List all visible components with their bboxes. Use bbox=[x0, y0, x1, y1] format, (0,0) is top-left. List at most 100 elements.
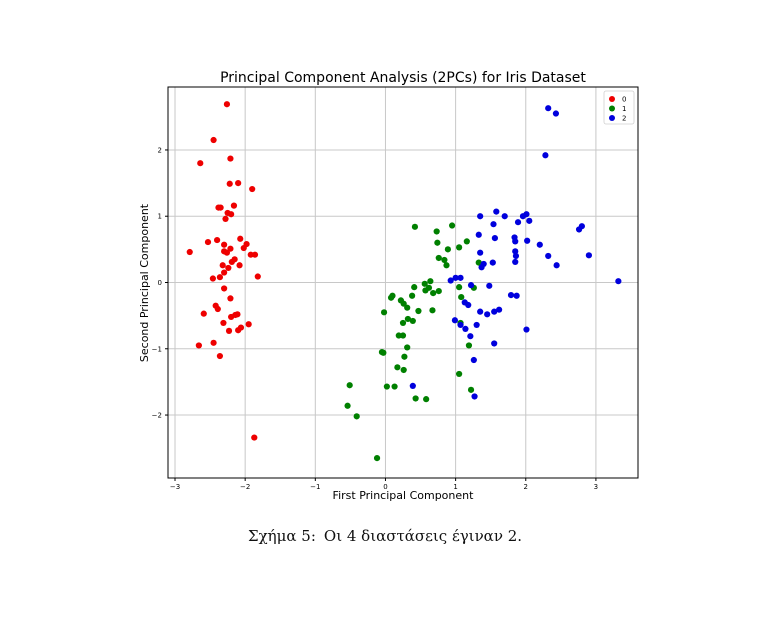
data-point-class-2 bbox=[477, 213, 484, 220]
x-tick-label: 2 bbox=[524, 483, 528, 491]
data-point-class-1 bbox=[465, 342, 473, 349]
caption-label: Σχήμα 5: bbox=[247, 527, 316, 545]
data-point-class-1 bbox=[380, 309, 388, 316]
data-point-class-2 bbox=[542, 152, 549, 159]
legend-marker bbox=[609, 115, 615, 121]
data-point-class-2 bbox=[496, 306, 503, 313]
legend-marker bbox=[609, 105, 615, 112]
data-point-class-1 bbox=[456, 370, 463, 378]
data-point-class-1 bbox=[444, 246, 451, 253]
data-point-class-2 bbox=[578, 223, 585, 230]
data-point-class-2 bbox=[501, 213, 508, 220]
data-point-class-0 bbox=[221, 241, 228, 248]
data-point-class-0 bbox=[220, 319, 227, 327]
data-point-class-0 bbox=[251, 251, 259, 258]
data-point-class-1 bbox=[435, 288, 442, 295]
data-point-class-0 bbox=[225, 327, 233, 334]
data-point-class-1 bbox=[427, 278, 434, 285]
data-point-class-2 bbox=[491, 340, 498, 347]
data-point-class-1 bbox=[353, 413, 360, 420]
data-point-class-1 bbox=[467, 386, 475, 393]
data-point-class-0 bbox=[222, 215, 229, 222]
data-point-class-2 bbox=[512, 238, 519, 245]
caption-text: Οι 4 διαστάσεις έγιναν 2. bbox=[323, 527, 523, 545]
data-point-class-1 bbox=[411, 284, 418, 291]
data-point-class-0 bbox=[226, 180, 233, 187]
data-point-class-1 bbox=[412, 395, 419, 402]
legend-label: 1 bbox=[622, 105, 626, 113]
data-point-class-2 bbox=[451, 317, 459, 324]
data-point-class-2 bbox=[473, 321, 480, 329]
data-point-class-0 bbox=[230, 202, 238, 209]
data-point-class-1 bbox=[411, 223, 419, 230]
data-point-class-2 bbox=[489, 259, 496, 266]
y-axis-label: Second Principal Component bbox=[138, 203, 151, 362]
x-axis-label: First Principal Component bbox=[333, 489, 475, 502]
x-tick-label: −3 bbox=[170, 483, 180, 491]
legend-marker bbox=[609, 96, 615, 102]
data-point-class-2 bbox=[470, 356, 477, 364]
data-point-class-2 bbox=[491, 234, 498, 242]
data-point-class-2 bbox=[447, 277, 454, 284]
chart-title: Principal Component Analysis (2PCs) for … bbox=[220, 70, 586, 86]
data-point-class-2 bbox=[490, 221, 497, 228]
data-point-class-2 bbox=[477, 308, 484, 315]
data-point-class-2 bbox=[524, 237, 531, 244]
data-point-class-2 bbox=[486, 282, 493, 289]
data-point-class-1 bbox=[415, 307, 422, 315]
x-tick-label: −2 bbox=[240, 483, 250, 491]
data-point-class-0 bbox=[221, 248, 228, 255]
data-point-class-0 bbox=[200, 310, 207, 317]
y-tick-label: −2 bbox=[152, 412, 162, 420]
data-point-class-1 bbox=[423, 396, 430, 403]
data-points bbox=[186, 101, 622, 462]
y-tick-label: 1 bbox=[158, 213, 162, 221]
data-point-class-1 bbox=[435, 254, 442, 262]
data-point-class-0 bbox=[240, 244, 247, 252]
data-point-class-1 bbox=[373, 455, 381, 462]
data-point-class-0 bbox=[227, 295, 234, 302]
data-point-class-2 bbox=[512, 252, 520, 260]
data-point-class-2 bbox=[478, 264, 485, 271]
data-point-class-1 bbox=[433, 228, 440, 235]
data-point-class-2 bbox=[491, 308, 498, 315]
data-point-class-1 bbox=[399, 332, 407, 339]
data-point-class-0 bbox=[197, 160, 204, 167]
x-tick-label: 0 bbox=[383, 483, 387, 491]
y-tick-label: −1 bbox=[152, 345, 162, 353]
data-point-class-1 bbox=[391, 383, 398, 390]
x-tick-label: 1 bbox=[453, 483, 457, 491]
data-point-class-2 bbox=[545, 252, 552, 260]
data-point-class-1 bbox=[400, 300, 407, 307]
data-point-class-2 bbox=[457, 274, 464, 281]
data-point-class-2 bbox=[409, 382, 416, 389]
data-point-class-1 bbox=[409, 317, 416, 325]
data-point-class-0 bbox=[216, 352, 224, 360]
data-point-class-1 bbox=[380, 349, 387, 356]
data-point-class-1 bbox=[344, 402, 351, 409]
data-point-class-0 bbox=[227, 245, 234, 252]
data-point-class-0 bbox=[228, 313, 235, 321]
data-point-class-0 bbox=[225, 264, 232, 272]
data-point-class-0 bbox=[209, 275, 216, 282]
data-point-class-2 bbox=[507, 291, 515, 299]
data-point-class-1 bbox=[399, 319, 407, 327]
figure-caption: Σχήμα 5: Οι 4 διαστάσεις έγιναν 2. bbox=[0, 527, 770, 545]
data-point-class-1 bbox=[463, 238, 470, 245]
data-point-class-2 bbox=[462, 325, 469, 332]
data-point-class-1 bbox=[387, 294, 395, 301]
data-point-class-1 bbox=[401, 353, 408, 360]
data-point-class-1 bbox=[404, 304, 411, 311]
data-point-class-0 bbox=[237, 235, 244, 242]
data-point-class-1 bbox=[456, 284, 463, 291]
data-point-class-1 bbox=[429, 307, 436, 314]
data-point-class-0 bbox=[228, 258, 235, 266]
data-point-class-2 bbox=[553, 262, 560, 269]
data-point-class-1 bbox=[422, 287, 429, 294]
data-point-class-2 bbox=[475, 231, 482, 238]
data-point-class-2 bbox=[512, 258, 519, 266]
data-point-class-2 bbox=[467, 333, 474, 340]
grid-lines bbox=[168, 87, 638, 478]
data-point-class-0 bbox=[221, 285, 228, 292]
